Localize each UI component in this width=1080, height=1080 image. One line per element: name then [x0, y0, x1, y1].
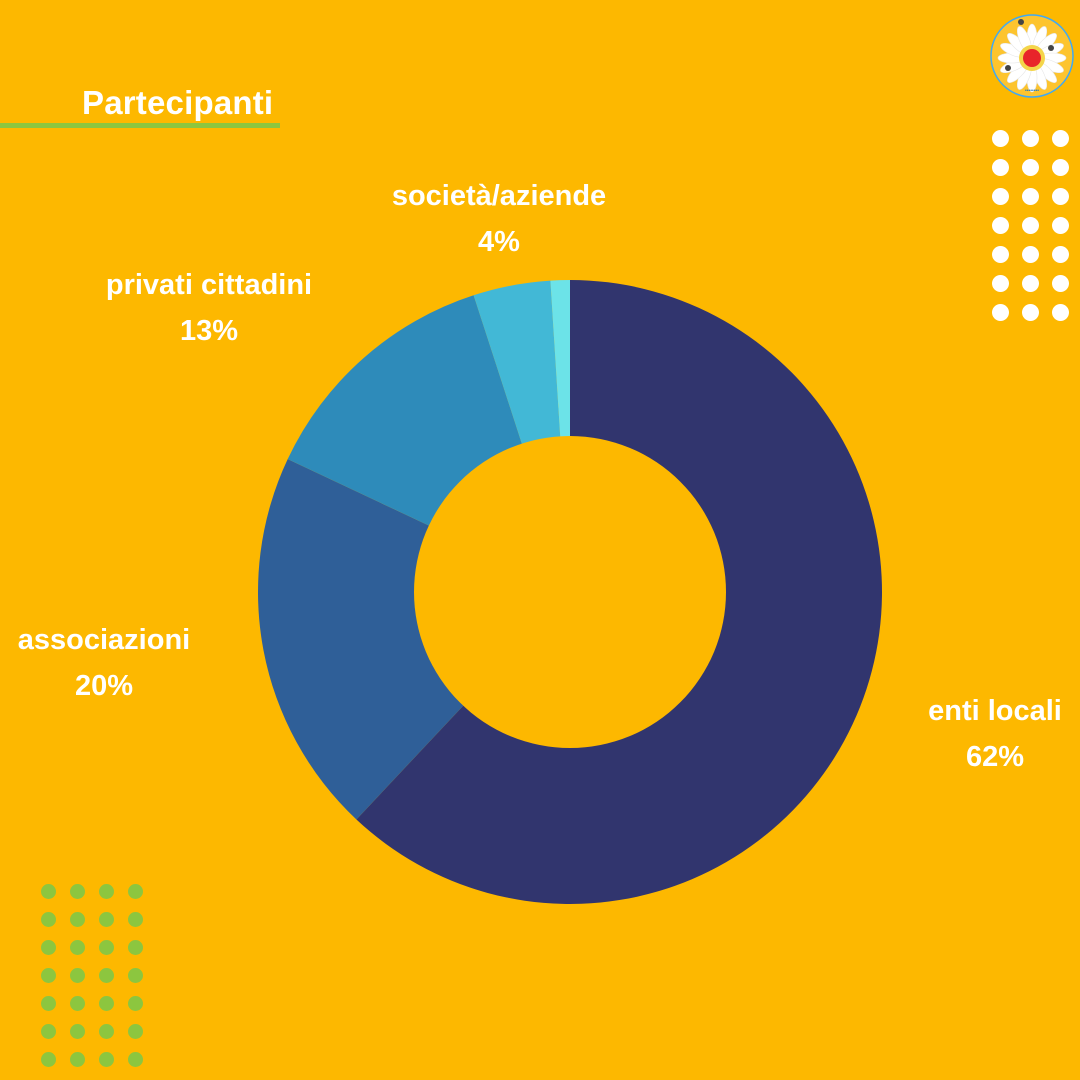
- decorative-dot: [41, 1052, 56, 1067]
- decorative-dot: [99, 940, 114, 955]
- decorative-dot: [128, 1024, 143, 1039]
- decorative-dot: [992, 159, 1009, 176]
- slice-label-value: 13%: [179, 315, 239, 347]
- decorative-dot: [128, 940, 143, 955]
- decorative-dot: [99, 884, 114, 899]
- decorative-dot: [70, 1052, 85, 1067]
- decorative-dot: [41, 1024, 56, 1039]
- decorative-dot: [99, 996, 114, 1011]
- decorative-dot: [1022, 304, 1039, 321]
- green-dot-grid-decoration: [41, 884, 143, 1067]
- decorative-dot: [99, 1052, 114, 1067]
- decorative-dot: [1052, 159, 1069, 176]
- decorative-dot: [1022, 217, 1039, 234]
- donut-hole: [414, 436, 726, 748]
- decorative-dot: [41, 884, 56, 899]
- slice-label-name: società/aziende: [391, 180, 607, 212]
- slice-associazioni: [258, 459, 570, 820]
- slice-label-associazioni: associazioni 20%: [12, 617, 196, 709]
- decorative-dot: [128, 912, 143, 927]
- slice-label-value: 20%: [74, 670, 134, 702]
- decorative-dot: [128, 884, 143, 899]
- decorative-dot: [1052, 188, 1069, 205]
- decorative-dot: [70, 968, 85, 983]
- decorative-dot: [1022, 130, 1039, 147]
- slice-label-value: 4%: [478, 226, 520, 258]
- white-dot-grid-decoration: [992, 130, 1069, 321]
- decorative-dot: [1022, 188, 1039, 205]
- decorative-dot: [992, 275, 1009, 292]
- slice-label-name: enti locali: [928, 695, 1062, 727]
- decorative-dot: [99, 1024, 114, 1039]
- decorative-dot: [128, 968, 143, 983]
- slice-label-name: privati cittadini: [105, 269, 313, 301]
- decorative-dot: [41, 968, 56, 983]
- decorative-dot: [99, 968, 114, 983]
- decorative-dot: [128, 996, 143, 1011]
- decorative-dot: [992, 246, 1009, 263]
- slice-label-societa-aziende: società/aziende 4%: [383, 173, 615, 265]
- decorative-dot: [992, 188, 1009, 205]
- decorative-dot: [992, 217, 1009, 234]
- decorative-dot: [992, 130, 1009, 147]
- decorative-dot: [70, 996, 85, 1011]
- decorative-dot: [70, 940, 85, 955]
- slice-label-value: 62%: [965, 741, 1025, 773]
- decorative-dot: [1022, 159, 1039, 176]
- decorative-dot: [1022, 275, 1039, 292]
- decorative-dot: [70, 1024, 85, 1039]
- decorative-dot: [1022, 246, 1039, 263]
- decorative-dot: [1052, 304, 1069, 321]
- decorative-dot: [70, 912, 85, 927]
- decorative-dot: [1052, 217, 1069, 234]
- decorative-dot: [41, 912, 56, 927]
- decorative-dot: [99, 912, 114, 927]
- decorative-dot: [128, 1052, 143, 1067]
- chart-title: Partecipanti: [82, 84, 274, 121]
- decorative-dot: [1052, 275, 1069, 292]
- decorative-dot: [70, 884, 85, 899]
- decorative-dot: [41, 940, 56, 955]
- decorative-dot: [1052, 130, 1069, 147]
- decorative-dot: [41, 996, 56, 1011]
- logo-text-mark: ••••••••: [1025, 88, 1039, 94]
- title-underline: [0, 123, 280, 128]
- decorative-dot: [992, 304, 1009, 321]
- daisy-flower-logo-icon: ••••••••: [990, 14, 1074, 98]
- slice-label-privati-cittadini: privati cittadini 13%: [98, 262, 320, 354]
- decorative-dot: [1052, 246, 1069, 263]
- slice-label-enti-locali: enti locali 62%: [922, 688, 1068, 780]
- slice-label-name: associazioni: [17, 624, 191, 656]
